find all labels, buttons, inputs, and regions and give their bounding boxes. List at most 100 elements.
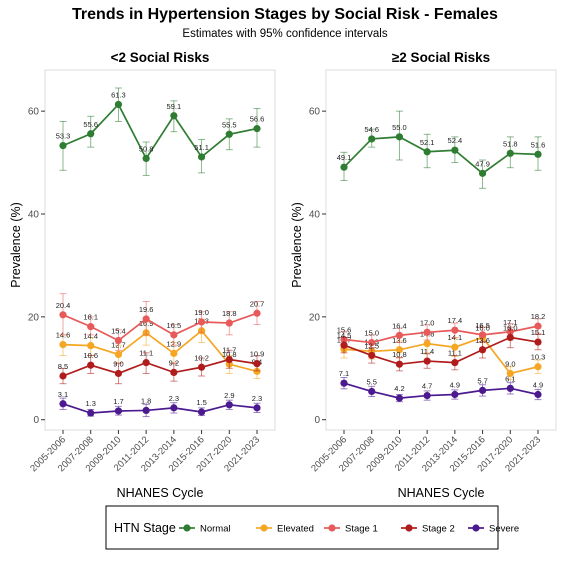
series-normal: 49.1 54.6 55.0 52.1 52.4 47.9 51.8 51.6 xyxy=(337,110,545,189)
data-point xyxy=(87,130,95,138)
data-point xyxy=(506,333,514,342)
data-label: 9.2 xyxy=(169,358,179,367)
data-point xyxy=(87,342,95,350)
data-point xyxy=(114,350,123,358)
data-point xyxy=(170,331,178,339)
data-point xyxy=(478,346,487,354)
data-point xyxy=(87,361,95,369)
series-line xyxy=(343,382,539,399)
data-point xyxy=(253,404,261,412)
legend-label: Elevated xyxy=(277,524,314,535)
data-point xyxy=(170,368,178,376)
data-point xyxy=(114,336,123,345)
data-point xyxy=(368,338,376,347)
data-label: 2.3 xyxy=(252,394,262,403)
data-point xyxy=(506,384,514,392)
data-point xyxy=(142,315,150,323)
data-point xyxy=(534,363,542,371)
data-label: 2.9 xyxy=(224,391,234,400)
data-point xyxy=(534,322,542,330)
panel-high-social-risk: ≥2 Social Risks02040602005-20062007-2008… xyxy=(309,50,557,474)
data-point xyxy=(451,146,459,154)
data-point xyxy=(478,331,487,339)
data-label: 10.8 xyxy=(392,350,407,359)
data-point xyxy=(340,341,348,349)
data-point xyxy=(368,351,376,360)
series-stage-1: 20.4 18.1 15.4 19.6 16.5 19.0 18.8 20.7 xyxy=(56,293,265,351)
data-point xyxy=(87,323,95,331)
data-label: 2.3 xyxy=(169,394,179,403)
chart-title: Trends in Hypertension Stages by Social … xyxy=(72,6,498,23)
y-tick-label: 40 xyxy=(28,210,40,221)
data-point xyxy=(423,357,431,365)
data-label: 15.1 xyxy=(531,328,546,337)
series-stage-2: 8.5 10.6 9.0 11.1 9.2 10.2 11.7 10.9 xyxy=(58,346,265,385)
data-point xyxy=(506,149,514,157)
legend-item-severe: Severe xyxy=(468,524,519,535)
legend-label: Severe xyxy=(489,524,519,535)
data-label: 16.5 xyxy=(475,321,490,330)
data-label: 7.1 xyxy=(339,369,349,378)
series-line xyxy=(62,402,258,414)
series-severe: 7.1 5.5 4.2 4.7 4.9 5.7 6.1 4.9 xyxy=(339,369,543,403)
data-point xyxy=(478,386,487,394)
data-label: 54.6 xyxy=(364,125,379,134)
data-point xyxy=(197,363,206,371)
data-label: 59.1 xyxy=(167,102,182,111)
data-point xyxy=(395,331,404,339)
series-line xyxy=(343,135,539,175)
data-point xyxy=(506,369,514,378)
data-label: 10.9 xyxy=(250,350,265,359)
data-label: 51.1 xyxy=(194,143,209,152)
data-label: 15.0 xyxy=(364,329,379,338)
data-label: 19.6 xyxy=(139,305,154,314)
legend-label: Stage 1 xyxy=(345,524,378,535)
legend-box xyxy=(105,505,499,550)
y-tick-label: 20 xyxy=(309,312,321,323)
data-point xyxy=(170,349,178,357)
data-point xyxy=(451,359,459,367)
data-point xyxy=(253,125,261,133)
data-point xyxy=(225,401,233,409)
data-point xyxy=(451,326,459,334)
data-label: 4.7 xyxy=(422,382,432,391)
legend-title: HTN Stage xyxy=(114,521,176,535)
data-point xyxy=(142,406,150,415)
plot-area xyxy=(44,69,276,431)
legend-label: Stage 2 xyxy=(422,524,455,535)
data-point xyxy=(225,355,233,364)
data-label: 50.8 xyxy=(139,144,154,153)
data-point xyxy=(142,359,150,367)
series-stage-1: 15.6 15.0 16.4 17.0 17.4 16.5 17.1 18.2 xyxy=(337,312,546,351)
data-label: 55.0 xyxy=(392,123,407,132)
legend-marker xyxy=(328,524,336,532)
y-tick-label: 20 xyxy=(28,312,40,323)
data-label: 1.3 xyxy=(85,399,95,408)
data-label: 18.2 xyxy=(531,312,546,321)
data-label: 20.7 xyxy=(250,299,265,308)
data-label: 9.0 xyxy=(113,359,123,368)
data-point xyxy=(59,311,67,319)
data-point xyxy=(114,407,123,415)
series-line xyxy=(343,325,539,344)
data-point xyxy=(368,135,376,143)
data-point xyxy=(534,338,542,346)
data-point xyxy=(87,409,95,417)
data-point xyxy=(170,404,178,412)
data-point xyxy=(368,387,376,396)
data-label: 11.1 xyxy=(448,349,462,358)
data-label: 11.1 xyxy=(139,349,153,358)
series-line xyxy=(343,336,539,375)
data-label: 13.6 xyxy=(475,336,490,345)
legend-marker xyxy=(472,524,480,532)
data-point xyxy=(423,340,431,348)
y-tick-label: 0 xyxy=(314,415,320,426)
y-axis-label-left: Prevalence (%) xyxy=(9,202,23,287)
y-axis-label-right: Prevalence (%) xyxy=(290,202,304,287)
series-severe: 3.1 1.3 1.7 1.8 2.3 1.5 2.9 2.3 xyxy=(58,390,262,418)
legend-item-normal: Normal xyxy=(179,524,231,535)
data-point xyxy=(423,148,431,156)
data-label: 16.4 xyxy=(392,321,407,330)
data-label: 10.6 xyxy=(83,351,98,360)
data-label: 10.2 xyxy=(194,353,209,362)
